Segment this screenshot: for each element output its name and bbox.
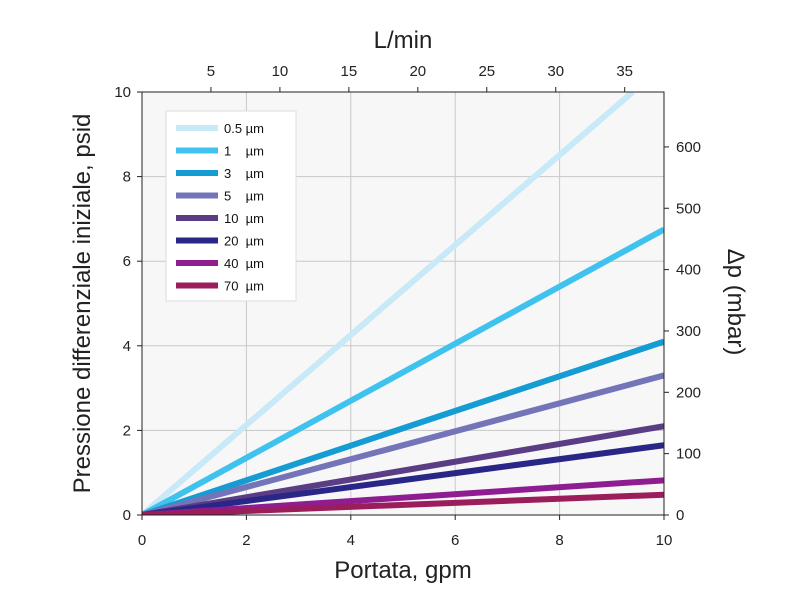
y-tick-label: 6 [123, 253, 131, 270]
series-line-0-5m [142, 92, 635, 515]
legend-label: 1 µm [224, 144, 264, 159]
legend: 0.5 µm 1 µm 3 µm 5 µm 10 µm 20 µm 40 µm 70 µm [165, 110, 297, 302]
top-axis-title: L/min [374, 27, 433, 54]
x-tick-label: 4 [347, 532, 355, 549]
legend-box [165, 110, 297, 302]
legend-label: 10 µm [224, 211, 264, 226]
series-line-10m [142, 423, 664, 515]
right-tick-label: 500 [676, 200, 701, 217]
y-axis-title: Pressione differenziale iniziale, psid [69, 114, 96, 494]
top-tick-label: 25 [478, 63, 495, 80]
legend-label: 0.5 µm [224, 121, 264, 136]
right-tick-label: 100 [676, 446, 701, 463]
legend-label: 70 µm [224, 279, 264, 294]
top-tick-label: 30 [547, 63, 564, 80]
y-tick-label: 0 [123, 507, 131, 524]
right-tick-label: 300 [676, 323, 701, 340]
y-tick-label: 8 [123, 169, 131, 186]
y-tick-label: 4 [123, 338, 131, 355]
series-line-20m [142, 442, 664, 515]
plot-border [141, 91, 665, 516]
top-tick-label: 20 [409, 63, 426, 80]
top-tick-label: 15 [341, 63, 358, 80]
right-tick-label: 400 [676, 262, 701, 279]
series-line-3m [142, 338, 664, 515]
right-tick-label: 0 [676, 507, 684, 524]
x-tick-label: 0 [138, 532, 146, 549]
x-tick-label: 8 [555, 532, 563, 549]
x-axis-title: Portata, gpm [334, 557, 471, 584]
series-line-70m [142, 491, 664, 515]
series-lines [142, 92, 664, 515]
y-tick-label: 10 [114, 84, 131, 101]
series-line-1m [142, 226, 664, 515]
legend-label: 20 µm [224, 234, 264, 249]
x-tick-label: 6 [451, 532, 459, 549]
right-axis-title: Δp (mbar) [722, 249, 749, 356]
series-line-5m [142, 372, 664, 515]
top-tick-label: 5 [207, 63, 215, 80]
top-tick-label: 35 [616, 63, 633, 80]
right-tick-label: 200 [676, 384, 701, 401]
legend-label: 5 µm [224, 189, 264, 204]
x-tick-label: 2 [242, 532, 250, 549]
y-tick-label: 2 [123, 422, 131, 439]
legend-label: 40 µm [224, 256, 264, 271]
legend-label: 3 µm [224, 166, 264, 181]
right-tick-label: 600 [676, 139, 701, 156]
x-tick-label: 10 [656, 532, 673, 549]
top-tick-label: 10 [272, 63, 289, 80]
